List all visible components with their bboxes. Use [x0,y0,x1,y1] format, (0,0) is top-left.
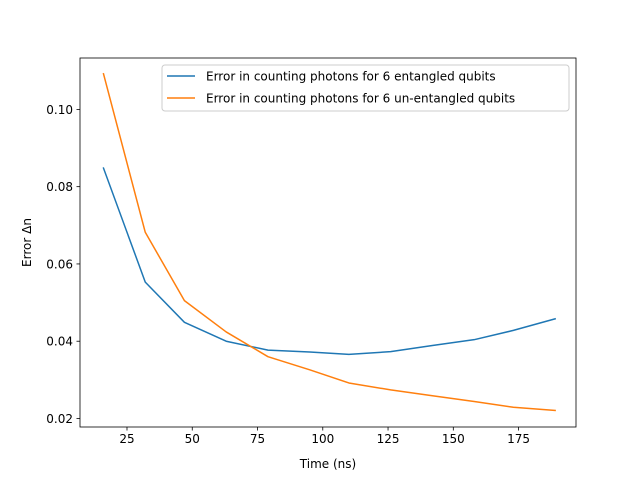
x-tick-label: 50 [185,432,200,446]
y-tick-label: 0.08 [46,180,73,194]
y-tick-label: 0.02 [46,412,73,426]
series-line-1 [102,167,557,356]
series-layer [102,72,557,412]
x-tick-label: 100 [311,432,334,446]
x-tick-label: 150 [442,432,465,446]
legend-box [161,64,570,112]
x-tick-label: 25 [119,432,134,446]
y-tick-label: 0.06 [46,257,73,271]
x-tick-label: 175 [507,432,530,446]
x-axis-ticks: 25 50 75 100 125 150 175 [119,427,530,446]
legend: Error in counting photons for 6 entangle… [161,64,570,112]
y-tick-label: 0.04 [46,335,73,349]
x-tick-label: 75 [250,432,265,446]
x-tick-label: 125 [377,432,400,446]
plot-area [80,58,576,427]
x-axis-label: Time (ns) [299,457,356,471]
series-line-2 [102,72,556,412]
legend-label: Error in counting photons for 6 entangle… [206,70,496,84]
plot-frame [79,57,577,428]
y-axis-ticks: 0.02 0.04 0.06 0.08 0.10 [46,103,80,426]
y-axis-label: Error Δn [20,218,34,267]
legend-label: Error in counting photons for 6 un-entan… [206,92,515,106]
y-tick-label: 0.10 [46,103,73,117]
